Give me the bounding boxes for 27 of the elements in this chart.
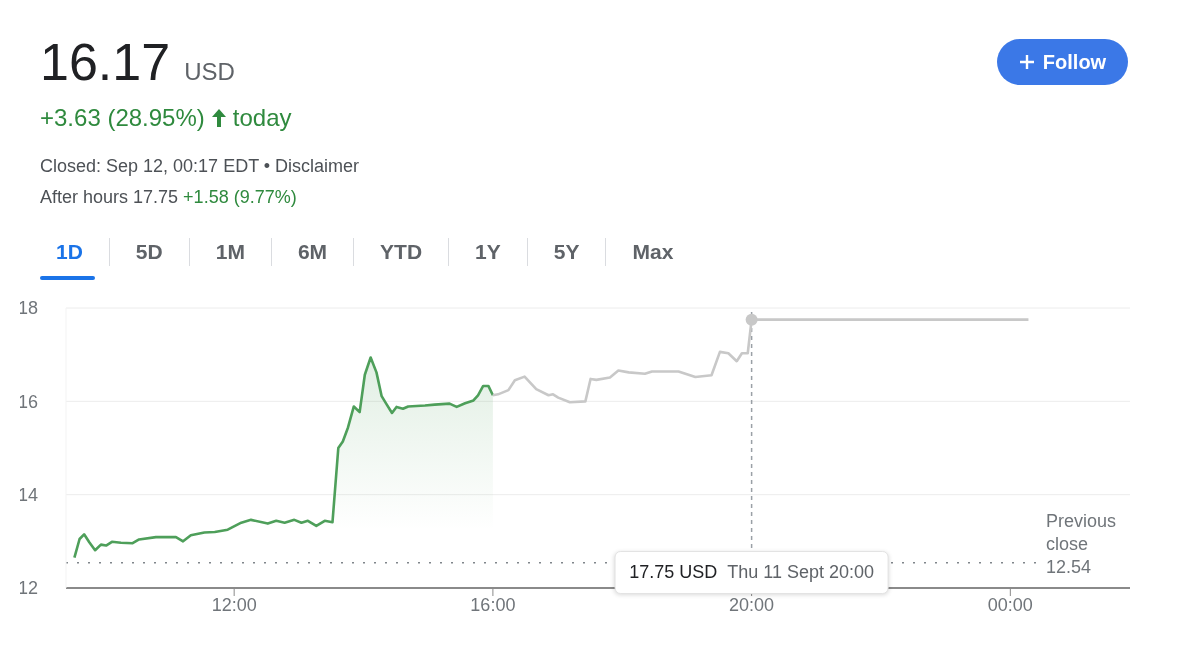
text: Closed: Sep 12, 00:17 EDT • Disclaimer — [40, 156, 360, 177]
chart-title: 16.17 — [40, 32, 171, 92]
chart-subtitle: USD — [184, 58, 235, 86]
y-tick-label: 16 — [18, 391, 39, 412]
text: +1.58 (9.77%) — [183, 187, 297, 207]
annotation: Thu 11 Sept 20:00 — [727, 562, 875, 583]
text: today — [232, 104, 292, 132]
text: 5D — [108, 238, 189, 266]
text: Max — [605, 238, 700, 266]
text: 1Y — [448, 238, 527, 266]
text: Follow — [1042, 50, 1107, 74]
text: +3.63 (28.95%) — [40, 104, 205, 132]
y-tick-label: 12 — [18, 578, 39, 599]
text: YTD — [353, 238, 449, 266]
x-tick-label: 20:00 — [729, 594, 775, 615]
x-tick-label: 00:00 — [987, 594, 1033, 615]
text: 5Y — [526, 238, 606, 266]
x-tick-label: 16:00 — [470, 594, 516, 615]
x-tick-label: 12:00 — [211, 594, 257, 615]
y-tick-label: 18 — [18, 298, 39, 319]
annotation: 17.75 USD — [629, 562, 718, 583]
text: 1M — [188, 238, 271, 266]
text: After hours 17.75 — [40, 187, 179, 207]
text: 1D — [55, 239, 84, 265]
y-tick-label: 14 — [18, 485, 39, 506]
text: 6M — [270, 238, 354, 266]
ref-line-label: Previous close 12.54 — [1046, 510, 1117, 577]
